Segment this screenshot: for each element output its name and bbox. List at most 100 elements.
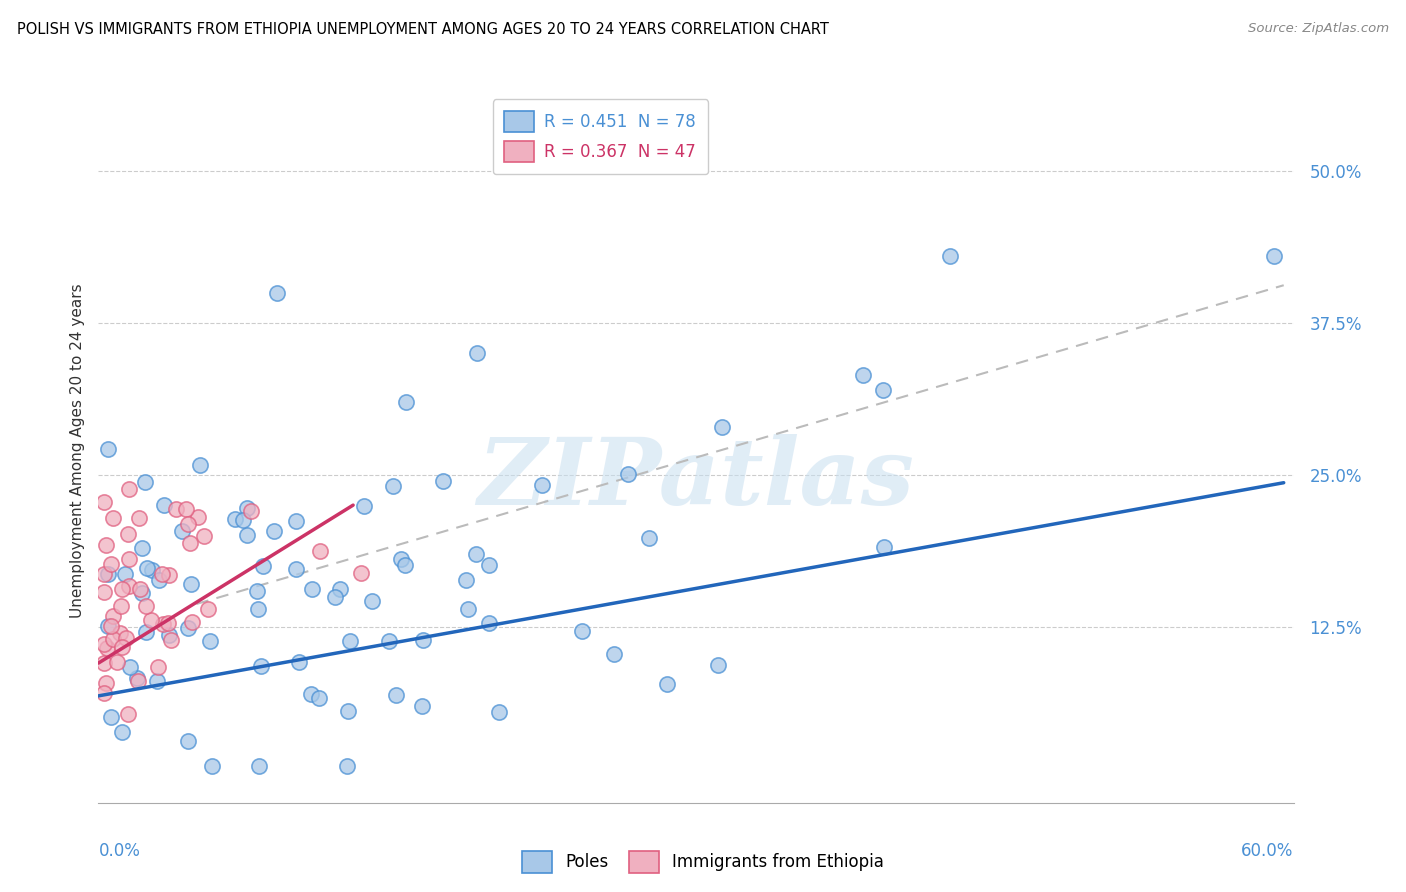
Point (103, 632, 125, 646)
Point (247, 759, 270, 773)
Point (412, 632, 434, 647)
Point (111, 582, 134, 596)
Point (1263, 249, 1285, 263)
Point (179, 536, 201, 550)
Point (93, 637, 115, 651)
Point (339, 634, 361, 648)
Point (111, 640, 134, 655)
Point (97, 619, 120, 633)
Point (118, 482, 141, 496)
Point (148, 573, 170, 587)
Point (252, 559, 274, 574)
Point (136, 560, 159, 574)
Point (240, 504, 263, 518)
Point (603, 647, 626, 661)
Point (157, 568, 180, 582)
Point (706, 658, 728, 673)
Point (284, 514, 307, 528)
Point (180, 577, 202, 591)
Point (96, 675, 118, 690)
Point (336, 759, 359, 773)
Text: 60.0%: 60.0% (1241, 841, 1294, 860)
Point (323, 590, 346, 604)
Point (118, 660, 141, 674)
Y-axis label: Unemployment Among Ages 20 to 24 years: Unemployment Among Ages 20 to 24 years (69, 283, 84, 618)
Point (117, 526, 139, 541)
Point (157, 615, 180, 630)
Point (266, 285, 288, 300)
Point (478, 558, 501, 572)
Point (97, 567, 120, 582)
Point (170, 524, 193, 538)
Point (100, 710, 122, 724)
Point (488, 706, 510, 720)
Point (411, 699, 433, 714)
Point (381, 479, 404, 493)
Point (93, 567, 115, 582)
Point (135, 624, 157, 639)
Point (108, 625, 131, 640)
Point (131, 541, 153, 556)
Point (309, 543, 332, 558)
Point (288, 656, 311, 670)
Point (128, 511, 150, 525)
Point (711, 419, 734, 434)
Point (93, 585, 115, 599)
Point (201, 759, 224, 773)
Point (131, 586, 153, 600)
Point (150, 567, 173, 582)
Point (100, 558, 122, 572)
Point (395, 394, 418, 409)
Point (263, 524, 285, 538)
Point (148, 660, 170, 674)
Point (235, 528, 257, 542)
Point (617, 467, 640, 482)
Point (394, 558, 416, 573)
Point (389, 552, 412, 566)
Point (350, 566, 373, 580)
Point (93, 686, 115, 700)
Point (118, 579, 141, 593)
Point (637, 531, 659, 545)
Point (145, 674, 167, 689)
Point (308, 691, 330, 706)
Point (873, 540, 896, 554)
Text: ZIPatlas: ZIPatlas (478, 434, 914, 524)
Point (187, 509, 209, 524)
Point (232, 513, 254, 527)
Point (284, 562, 307, 576)
Point (432, 474, 454, 488)
Point (457, 602, 479, 616)
Point (176, 734, 198, 748)
Point (105, 655, 128, 669)
Text: Source: ZipAtlas.com: Source: ZipAtlas.com (1249, 22, 1389, 36)
Point (938, 249, 960, 263)
Point (153, 498, 176, 512)
Point (198, 634, 221, 648)
Point (465, 547, 488, 561)
Point (157, 628, 180, 642)
Point (127, 674, 149, 689)
Text: 0.0%: 0.0% (98, 841, 141, 860)
Point (177, 621, 200, 635)
Legend: Poles, Immigrants from Ethiopia: Poles, Immigrants from Ethiopia (516, 845, 890, 880)
Text: POLISH VS IMMIGRANTS FROM ETHIOPIA UNEMPLOYMENT AMONG AGES 20 TO 24 YEARS CORREL: POLISH VS IMMIGRANTS FROM ETHIOPIA UNEMP… (17, 22, 828, 37)
Point (299, 687, 322, 701)
Point (246, 602, 269, 616)
Point (478, 615, 501, 630)
Point (100, 618, 122, 632)
Point (250, 659, 273, 673)
Point (141, 563, 163, 577)
Point (160, 632, 183, 647)
Point (152, 616, 174, 631)
Point (96, 538, 118, 552)
Point (111, 725, 134, 739)
Point (236, 500, 259, 515)
Point (193, 528, 215, 542)
Point (101, 608, 124, 623)
Point (336, 705, 359, 719)
Point (93, 656, 115, 670)
Point (361, 594, 384, 608)
Point (128, 582, 150, 596)
Point (177, 517, 200, 532)
